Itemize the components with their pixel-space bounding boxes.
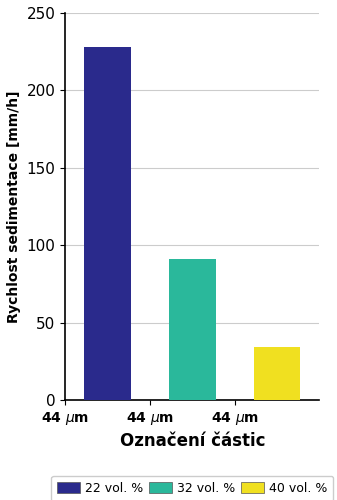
Legend: 22 vol. %, 32 vol. %, 40 vol. %: 22 vol. %, 32 vol. %, 40 vol. % [51, 476, 334, 500]
Bar [84, 47, 131, 400]
Y-axis label: Rychlost sedimentace [mm/h]: Rychlost sedimentace [mm/h] [7, 90, 21, 322]
X-axis label: Označení částic: Označení částic [120, 432, 265, 450]
Bar [169, 259, 216, 400]
Bar [254, 348, 300, 400]
